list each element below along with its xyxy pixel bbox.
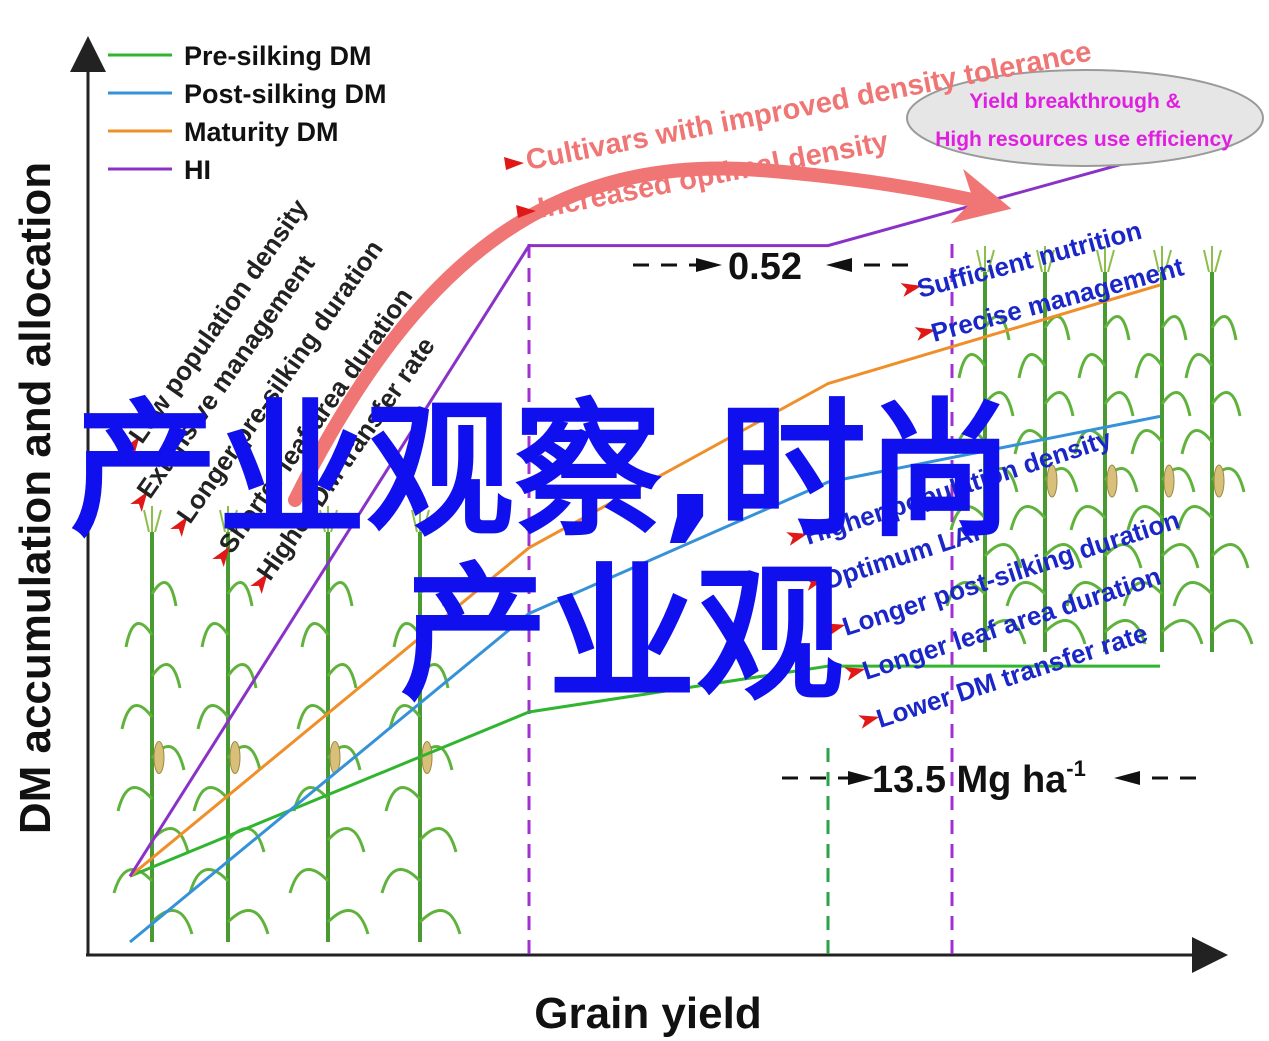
ellipse-line-2: High resources use efficiency: [935, 128, 1233, 151]
gap-yield-exponent: -1: [1066, 756, 1086, 781]
gap-annotation-hi: 0.52: [633, 246, 912, 288]
gap-yield-value: 13.5 Mg ha-1: [872, 756, 1086, 801]
ellipse-callout: Yield breakthrough & High resources use …: [906, 69, 1264, 167]
watermark: 产业观察,时尚 产业观: [70, 385, 1014, 721]
pointer-icon: [130, 491, 148, 513]
ellipse-shape: [906, 69, 1264, 167]
pointer-icon: [900, 283, 922, 297]
improvement-arrow: [288, 161, 1012, 507]
legend-entry: Pre-silking DM: [184, 41, 372, 71]
series-line-pre-silking-dm: [129, 664, 1160, 878]
series-line-post-silking-dm: [129, 414, 1161, 944]
pointer-icon: [914, 327, 936, 341]
corn-plant-icon: [380, 506, 462, 942]
corn-plant-icon: [112, 506, 194, 942]
pointer-icon: [504, 157, 524, 170]
y-axis-title: DM accumulation and allocation: [11, 162, 60, 834]
corn-plant-icon: [945, 246, 1027, 652]
gap-hi-value: 0.52: [728, 246, 802, 288]
pointer-icon: [250, 573, 268, 595]
gap-hi-arrow-left: [696, 258, 722, 272]
guide-lines: [527, 244, 954, 955]
pointer-icon: [844, 667, 866, 681]
legend: Pre-silking DM Post-silking DM Maturity DM…: [108, 41, 387, 185]
corn-plant-icon: [1122, 246, 1204, 652]
x-axis-title: Grain yield: [534, 989, 761, 1038]
pointer-icon: [212, 546, 230, 568]
ellipse-line-1: Yield breakthrough &: [969, 90, 1181, 113]
series-line-maturity-dm: [129, 283, 1161, 878]
watermark-line-1: 产业观察,时尚: [70, 385, 1014, 557]
pointer-icon: [516, 205, 536, 218]
legend-entry: Maturity DM: [184, 117, 339, 147]
pointer-icon: [786, 532, 808, 546]
gap-yield-arrow-left: [848, 771, 874, 785]
gap-annotation-yield: 13.5 Mg ha-1: [782, 756, 1198, 801]
pointer-icon: [858, 715, 880, 729]
corn-plant-icon: [1172, 246, 1254, 652]
corn-plant-icon: [1005, 246, 1087, 652]
pointer-icon: [824, 623, 846, 637]
axes: [70, 36, 1228, 973]
corn-plant-icon: [288, 506, 370, 942]
legend-entry: Post-silking DM: [184, 79, 387, 109]
pointer-icon: [804, 577, 826, 591]
corn-plant-icon: [188, 506, 270, 942]
legend-entry: HI: [184, 155, 211, 185]
watermark-line-2: 产业观: [400, 549, 844, 721]
corn-plants-left: [112, 506, 462, 942]
gap-yield-number: 13.5 Mg ha: [872, 759, 1067, 801]
pointer-icon: [122, 436, 140, 458]
pointer-icon: [170, 516, 188, 538]
corn-plants-right: [945, 246, 1254, 652]
corn-plant-icon: [1065, 246, 1147, 652]
